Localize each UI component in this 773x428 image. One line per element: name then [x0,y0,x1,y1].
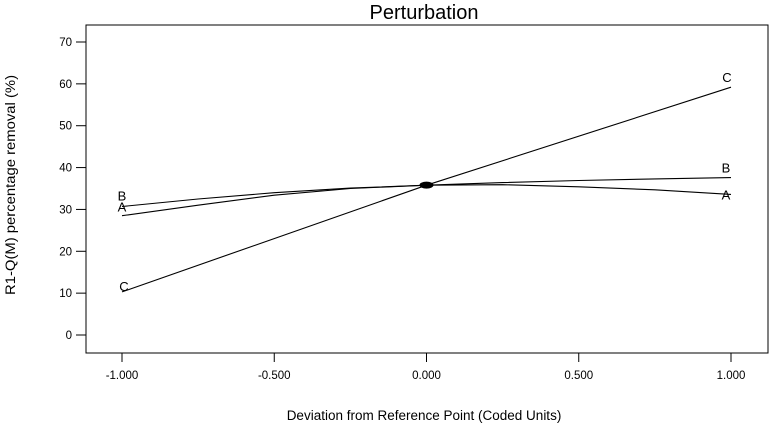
y-tick-label: 30 [59,204,72,216]
series-label-a-start: A [118,200,127,215]
x-axis-label: Deviation from Reference Point (Coded Un… [287,408,562,423]
y-tick-label: 40 [59,163,72,175]
x-tick-label: 1.000 [717,370,746,382]
y-tick-label: 10 [59,288,72,300]
x-axis: -1.000 -0.500 0.000 0.500 1.000 [106,353,746,382]
y-tick-label: 50 [59,121,72,133]
y-axis-label: R1-Q(M) percentage removal (%) [3,75,18,295]
series-label-b-end: B [722,161,731,176]
y-tick-label: 70 [59,37,72,49]
series-label-b-start: B [118,188,127,203]
chart-title: Perturbation [370,2,479,24]
series-label-c-start: C [119,279,128,294]
series-label-c-end: C [722,70,731,85]
series-label-a-end: A [722,187,731,202]
y-tick-label: 0 [66,330,72,342]
x-tick-label: 0.500 [564,370,593,382]
y-tick-label: 20 [59,246,72,258]
plot-area [85,24,769,354]
y-axis: 0 10 20 30 40 50 60 70 [59,37,86,342]
reference-point-marker [419,181,434,189]
x-tick-label: -0.500 [258,370,291,382]
y-tick-label: 60 [59,79,72,91]
x-tick-label: -1.000 [106,370,139,382]
series-line-a [121,184,732,217]
x-tick-label: 0.000 [412,370,441,382]
